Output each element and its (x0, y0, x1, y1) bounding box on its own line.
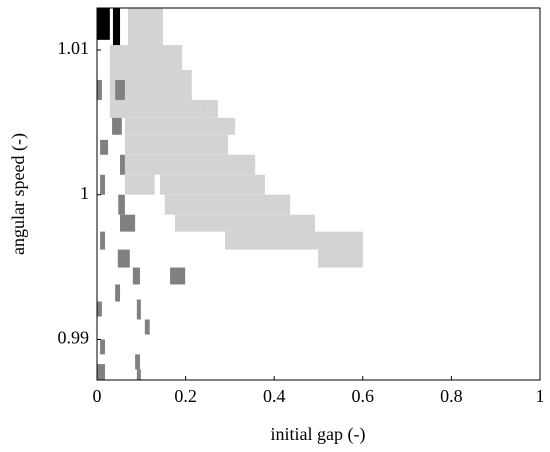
cell (128, 8, 164, 46)
cell (225, 231, 363, 250)
cell (174, 214, 315, 232)
cell (112, 8, 121, 46)
cell (124, 134, 229, 155)
cell (112, 117, 122, 135)
x-tick-label: 0 (93, 386, 102, 406)
cell (170, 267, 186, 285)
cell (136, 369, 141, 380)
cell (318, 249, 363, 268)
x-tick-label: 0.6 (352, 386, 375, 406)
cell (124, 117, 236, 135)
cell (136, 299, 141, 320)
cell (115, 79, 125, 100)
cell (135, 354, 140, 370)
cell (115, 284, 121, 302)
cell (97, 79, 102, 100)
y-axis-label: angular speed (-) (8, 133, 29, 255)
cell (97, 301, 102, 317)
cell (100, 339, 105, 355)
x-tick-label: 0.2 (174, 386, 197, 406)
cell (100, 139, 109, 155)
cell (109, 99, 201, 118)
x-axis-label: initial gap (-) (271, 424, 366, 445)
cell (100, 231, 105, 250)
cell (97, 8, 110, 40)
cell (120, 214, 136, 232)
cell (200, 99, 218, 118)
x-tick-label: 1 (536, 386, 545, 406)
x-tick-label: 0.8 (440, 386, 463, 406)
cell (120, 154, 125, 175)
cell (97, 364, 105, 380)
y-tick-label: 1.01 (58, 38, 90, 58)
cell (109, 45, 183, 70)
cell (124, 154, 256, 175)
cell (117, 249, 130, 268)
x-tick-label: 0.4 (263, 386, 286, 406)
cell (144, 319, 150, 335)
cell (100, 174, 105, 195)
plot-frame (96, 7, 541, 381)
cell (132, 267, 140, 285)
cell (159, 174, 265, 195)
y-tick-label: 1 (80, 183, 89, 203)
cell (118, 194, 125, 215)
cell (164, 194, 291, 215)
y-tick-label: 0.99 (58, 328, 90, 348)
cell (124, 174, 155, 195)
